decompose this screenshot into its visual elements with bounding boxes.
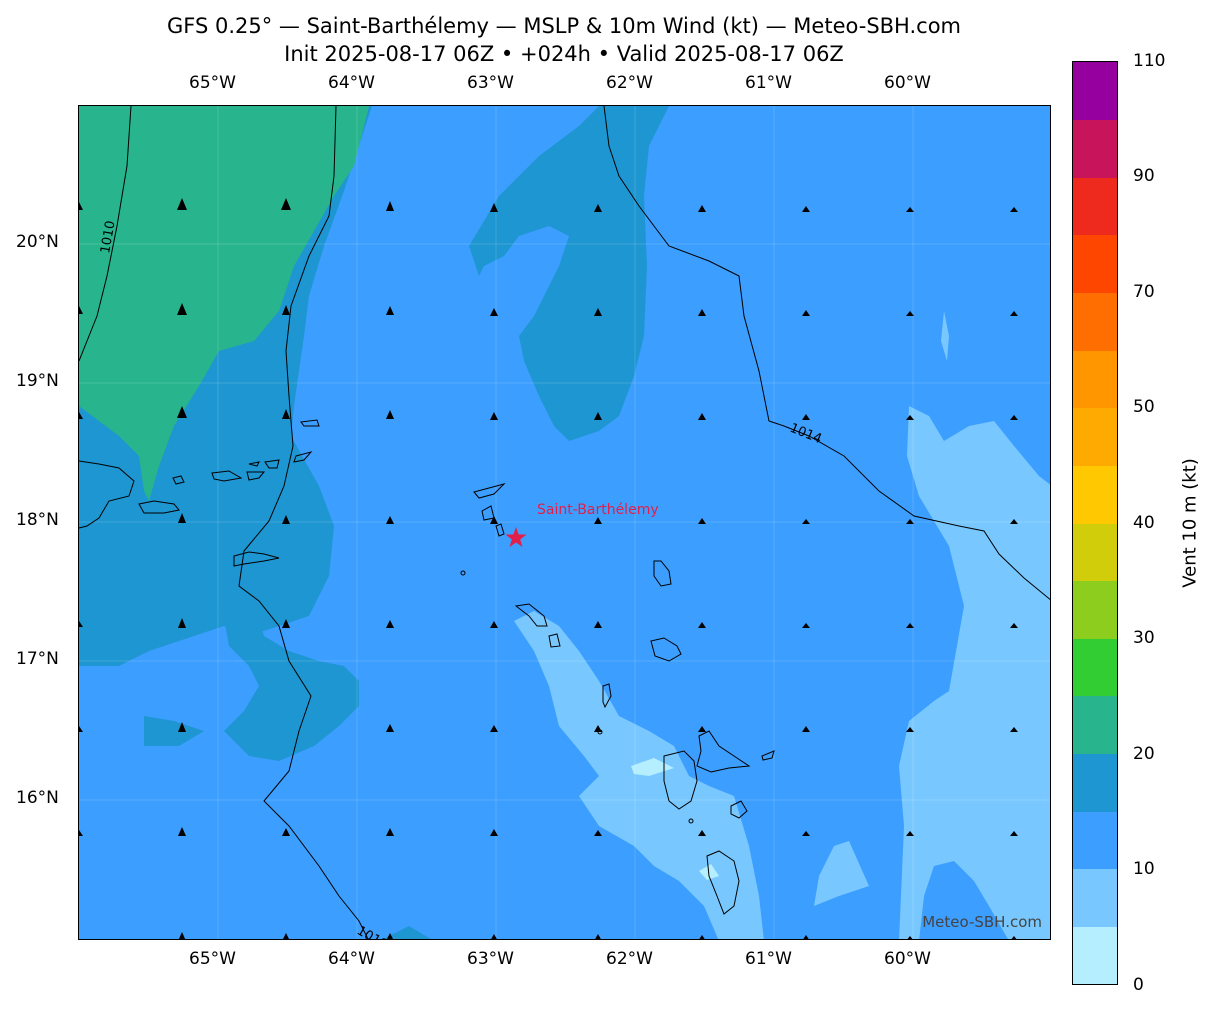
y-tick-17n: 17°N [16,649,59,669]
wind-field-15-20-s [144,716,204,746]
x-tick-bottom-63w: 63°W [467,949,514,969]
colorbar-label-40: 40 [1133,513,1155,533]
y-tick-16n: 16°N [16,788,59,808]
colorbar-label-30: 30 [1133,628,1155,648]
wind-barbs [79,198,1018,939]
x-tick-top-64w: 64°W [328,73,375,93]
location-star-icon[interactable] [505,527,527,547]
wind-field-0-5-a [631,758,674,776]
colorbar-segment [1073,350,1117,409]
colorbar-segment [1073,868,1117,927]
isobar-label-1010: 1010 [98,219,119,254]
colorbar-title: Vent 10 m (kt) [1179,458,1201,588]
colorbar-segment [1073,753,1117,812]
colorbar-label-70: 70 [1133,282,1155,302]
wind-field-5-10-north [941,311,949,361]
wind-colorbar [1072,61,1118,985]
colorbar-segment [1073,926,1117,984]
wind-field-15-20-ne [469,106,669,441]
wind-field-5-10-south [814,841,869,906]
y-tick-18n: 18°N [16,510,59,530]
isobars [79,106,1050,939]
y-tick-20n: 20°N [16,232,59,252]
colorbar-label-90: 90 [1133,166,1155,186]
wind-field-5-10-islands [514,611,764,939]
y-tick-19n: 19°N [16,371,59,391]
colorbar-segment [1073,292,1117,351]
wind-pressure-map[interactable]: 1010 1014 1012 [78,105,1051,940]
x-tick-top-65w: 65°W [189,73,236,93]
watermark-text: Meteo-SBH.com [922,913,1042,931]
colorbar-label-10: 10 [1133,859,1155,879]
colorbar-segment [1073,580,1117,639]
x-tick-top-63w: 63°W [467,73,514,93]
x-tick-bottom-64w: 64°W [328,949,375,969]
colorbar-label-20: 20 [1133,744,1155,764]
x-tick-bottom-62w: 62°W [606,949,653,969]
colorbar-segment [1073,119,1117,178]
coastlines [79,419,775,915]
map-title: GFS 0.25° — Saint-Barthélemy — MSLP & 10… [166,14,962,38]
map-subtitle: Init 2025-08-17 06Z • +024h • Valid 2025… [284,42,844,66]
x-tick-top-60w: 60°W [884,73,931,93]
x-tick-top-61w: 61°W [745,73,792,93]
colorbar-segment [1073,177,1117,236]
wind-field-15-20-bottom [383,926,431,939]
colorbar-segment [1073,638,1117,697]
x-tick-bottom-65w: 65°W [189,949,236,969]
map-canvas: 1010 1014 1012 [79,106,1050,939]
wind-field-15-20-sw [219,586,359,761]
wind-field-5-10-east [899,406,1050,939]
colorbar-label-50: 50 [1133,397,1155,417]
x-tick-bottom-61w: 61°W [745,949,792,969]
colorbar-label-0: 0 [1133,975,1144,995]
wind-field-20-25 [79,106,369,501]
colorbar-segment [1073,62,1117,121]
colorbar-label-110: 110 [1133,51,1166,71]
location-label: Saint-Barthélemy [537,502,659,518]
colorbar-segment [1073,811,1117,870]
x-tick-bottom-60w: 60°W [884,949,931,969]
colorbar-segment [1073,234,1117,293]
colorbar-segment [1073,695,1117,754]
colorbar-segment [1073,523,1117,582]
x-tick-top-62w: 62°W [606,73,653,93]
colorbar-segment [1073,465,1117,524]
colorbar-segment [1073,407,1117,466]
